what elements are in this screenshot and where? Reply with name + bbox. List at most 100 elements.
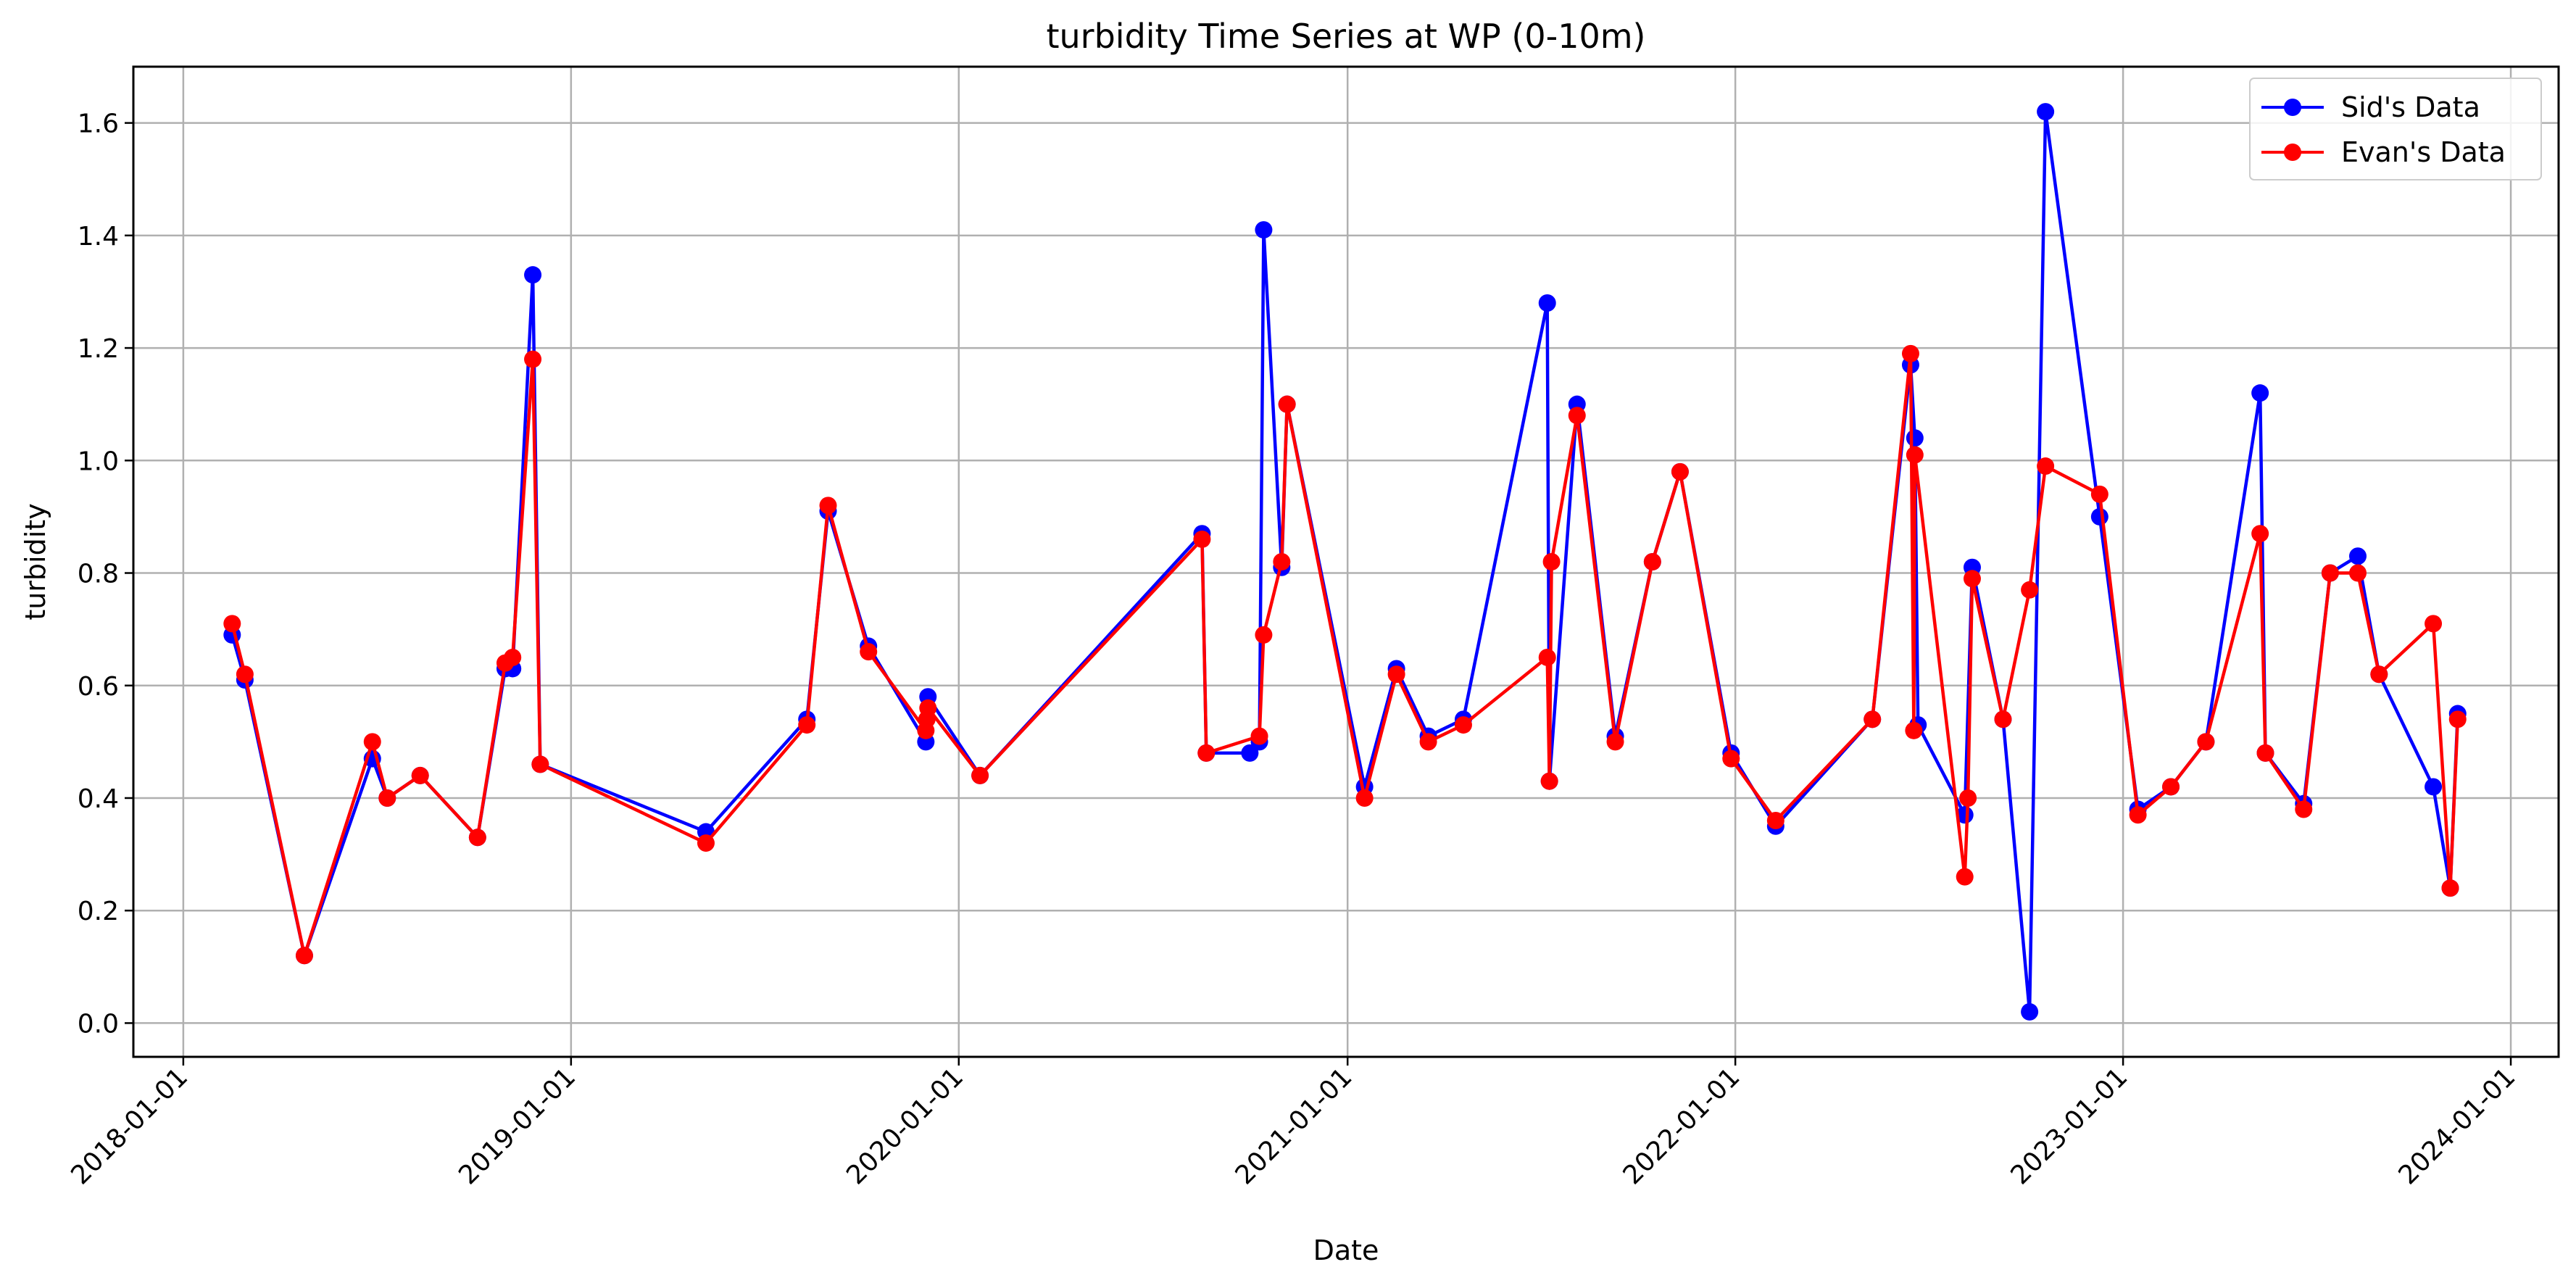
data-point-1 <box>1906 446 1924 464</box>
data-point-1 <box>2348 564 2367 582</box>
data-point-1 <box>1671 462 1689 481</box>
data-point-1 <box>860 643 878 661</box>
data-point-0 <box>2090 507 2108 526</box>
x-tick-label: 2022-01-01 <box>1618 1062 1746 1190</box>
data-point-1 <box>1959 789 1977 807</box>
data-point-1 <box>2256 744 2274 762</box>
data-point-1 <box>1540 772 1558 790</box>
y-tick-label: 1.0 <box>78 447 119 476</box>
x-tick-label: 2019-01-01 <box>453 1062 581 1190</box>
x-tick-label: 2020-01-01 <box>841 1062 969 1190</box>
data-point-1 <box>1905 721 1923 739</box>
data-point-1 <box>1956 868 1974 886</box>
data-point-0 <box>1538 294 1556 312</box>
data-point-1 <box>1568 407 1586 425</box>
data-point-1 <box>236 665 254 684</box>
x-axis-label: Date <box>1313 1234 1379 1266</box>
data-point-0 <box>2251 384 2269 402</box>
legend-marker-sid <box>2284 99 2301 116</box>
data-point-1 <box>1643 553 1661 570</box>
legend-box <box>2249 78 2542 180</box>
x-tick-label: 2021-01-01 <box>1230 1062 1358 1190</box>
data-point-0 <box>1255 221 1273 239</box>
data-point-1 <box>1766 812 1784 830</box>
data-point-1 <box>1197 744 1216 762</box>
data-point-1 <box>1355 789 1374 807</box>
data-point-1 <box>468 829 486 847</box>
data-point-1 <box>1273 553 1291 570</box>
y-tick-label: 0.2 <box>78 897 119 926</box>
data-point-1 <box>1994 710 2012 728</box>
data-point-1 <box>2129 806 2147 824</box>
data-point-0 <box>524 266 542 284</box>
data-point-1 <box>2295 800 2313 818</box>
data-point-1 <box>378 789 396 807</box>
data-point-1 <box>223 615 241 633</box>
grid-layer <box>133 67 2559 1057</box>
legend-entry-evan: Evan's Data <box>2261 136 2506 168</box>
data-point-1 <box>798 716 816 734</box>
y-tick-label: 0.8 <box>78 560 119 589</box>
data-point-1 <box>971 766 989 784</box>
data-point-1 <box>1278 395 1296 413</box>
legend-entry-sid: Sid's Data <box>2261 91 2480 123</box>
y-tick-label: 1.4 <box>78 222 119 252</box>
y-axis-ticks: 0.0 0.2 0.4 0.6 0.8 1.0 1.2 1.4 1.6 <box>78 109 133 1039</box>
legend: Sid's Data Evan's Data <box>2249 78 2542 180</box>
x-tick-label: 2018-01-01 <box>65 1062 194 1190</box>
data-point-1 <box>2370 665 2388 684</box>
data-point-1 <box>1387 665 1405 684</box>
data-point-1 <box>531 755 549 773</box>
x-axis-ticks: 2018-01-01 2019-01-01 2020-01-01 2021-01-01… <box>65 1057 2521 1190</box>
y-tick-label: 1.2 <box>78 334 119 364</box>
data-point-1 <box>1722 750 1740 768</box>
y-tick-label: 0.6 <box>78 672 119 702</box>
data-point-0 <box>1956 806 1974 824</box>
legend-label-sid: Sid's Data <box>2341 91 2480 123</box>
data-point-1 <box>504 648 522 666</box>
data-point-1 <box>2441 879 2459 897</box>
data-point-1 <box>1606 733 1624 751</box>
y-tick-label: 1.6 <box>78 109 119 139</box>
data-point-0 <box>1906 429 1924 447</box>
data-point-1 <box>1538 648 1556 666</box>
data-point-0 <box>2037 103 2055 121</box>
series-layer <box>223 103 2467 1021</box>
data-point-1 <box>919 699 937 717</box>
data-point-1 <box>2425 615 2443 633</box>
data-point-1 <box>2162 778 2180 796</box>
data-point-1 <box>1250 727 1268 745</box>
data-point-1 <box>524 350 542 368</box>
x-tick-label: 2023-01-01 <box>2006 1062 2134 1190</box>
data-point-1 <box>1255 626 1273 644</box>
y-tick-label: 0.4 <box>78 784 119 814</box>
chart-title: turbidity Time Series at WP (0-10m) <box>1046 17 1645 56</box>
data-point-1 <box>819 497 837 515</box>
data-point-1 <box>2321 564 2339 582</box>
data-point-0 <box>2021 1002 2039 1021</box>
data-point-1 <box>363 733 381 751</box>
data-point-1 <box>1542 553 1561 570</box>
data-point-0 <box>2348 547 2367 565</box>
data-point-1 <box>1193 530 1211 548</box>
data-point-1 <box>295 947 313 965</box>
data-point-1 <box>2251 525 2269 543</box>
data-point-1 <box>2197 733 2215 751</box>
data-point-1 <box>1419 733 1437 751</box>
data-point-1 <box>1454 716 1472 734</box>
data-point-1 <box>2448 710 2467 728</box>
data-point-1 <box>2090 485 2108 503</box>
x-tick-label: 2024-01-01 <box>2393 1062 2521 1190</box>
data-point-1 <box>2021 581 2039 599</box>
data-point-0 <box>2425 778 2443 796</box>
data-point-1 <box>2037 457 2055 476</box>
data-point-1 <box>1963 570 1981 588</box>
data-point-1 <box>697 834 715 852</box>
legend-label-evan: Evan's Data <box>2341 136 2506 168</box>
y-tick-label: 0.0 <box>78 1009 119 1039</box>
data-point-1 <box>1864 710 1882 728</box>
data-point-1 <box>1901 344 1919 362</box>
data-point-1 <box>411 766 429 784</box>
